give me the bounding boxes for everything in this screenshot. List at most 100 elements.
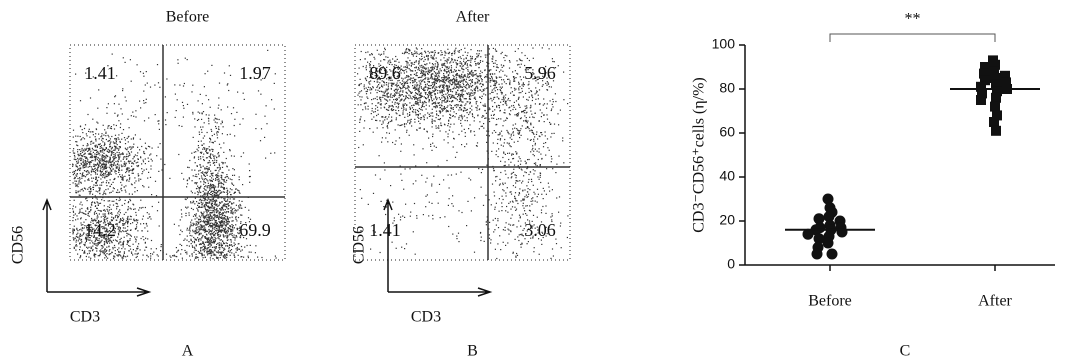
event-dot (207, 193, 208, 194)
event-dot (143, 76, 144, 77)
event-dot (455, 94, 456, 95)
event-dot (464, 146, 465, 147)
event-dot (199, 187, 200, 188)
event-dot (151, 240, 152, 241)
event-dot (178, 154, 179, 155)
event-dot (194, 252, 195, 253)
event-dot (416, 47, 417, 48)
event-dot (426, 68, 427, 69)
event-dot (234, 235, 235, 236)
event-dot (204, 189, 205, 190)
event-dot (381, 103, 382, 104)
event-dot (477, 50, 478, 51)
event-dot (216, 128, 217, 129)
event-dot (89, 173, 90, 174)
event-dot (125, 97, 126, 98)
event-dot (192, 112, 193, 113)
event-dot (371, 99, 372, 100)
event-dot (189, 246, 190, 247)
event-dot (73, 152, 74, 153)
event-dot (191, 225, 192, 226)
event-dot (460, 82, 461, 83)
event-dot (104, 213, 105, 214)
event-dot (378, 84, 379, 85)
event-dot (413, 55, 414, 56)
event-dot (199, 206, 200, 207)
event-dot (239, 124, 240, 125)
event-dot (212, 151, 213, 152)
event-dot (212, 242, 213, 243)
event-dot (114, 113, 115, 114)
event-dot (441, 105, 442, 106)
event-dot (95, 179, 96, 180)
event-dot (239, 193, 240, 194)
event-dot (388, 110, 389, 111)
event-dot (214, 250, 215, 251)
event-dot (415, 111, 416, 112)
event-dot (207, 223, 208, 224)
event-dot (237, 92, 238, 93)
event-dot (458, 134, 459, 135)
event-dot (414, 53, 415, 54)
event-dot (80, 246, 81, 247)
event-dot (198, 159, 199, 160)
event-dot (166, 254, 167, 255)
event-dot (498, 98, 499, 99)
event-dot (401, 94, 402, 95)
event-dot (209, 251, 210, 252)
event-dot (197, 186, 198, 187)
event-dot (222, 241, 223, 242)
event-dot (459, 50, 460, 51)
event-dot (220, 224, 221, 225)
event-dot (383, 91, 384, 92)
event-dot (236, 235, 237, 236)
event-dot (106, 160, 107, 161)
event-dot (98, 134, 99, 135)
event-dot (197, 120, 198, 121)
event-dot (76, 229, 77, 230)
event-dot (211, 173, 212, 174)
event-dot (87, 209, 88, 210)
event-dot (73, 130, 74, 131)
event-dot (96, 145, 97, 146)
event-dot (435, 103, 436, 104)
event-dot (407, 97, 408, 98)
event-dot (77, 149, 78, 150)
event-dot (494, 102, 495, 103)
event-dot (485, 54, 486, 55)
event-dot (410, 82, 411, 83)
event-dot (195, 176, 196, 177)
event-dot (250, 176, 251, 177)
event-dot (437, 90, 438, 91)
event-dot (207, 152, 208, 153)
event-dot (120, 212, 121, 213)
event-dot (84, 138, 85, 139)
event-dot (503, 101, 504, 102)
event-dot (198, 100, 199, 101)
event-dot (74, 177, 75, 178)
event-dot (529, 92, 530, 93)
event-dot (230, 134, 231, 135)
event-dot (406, 108, 407, 109)
event-dot (364, 88, 365, 89)
event-dot (406, 105, 407, 106)
event-dot (430, 67, 431, 68)
event-dot (95, 159, 96, 160)
event-dot (118, 104, 119, 105)
event-dot (158, 171, 159, 172)
event-dot (377, 103, 378, 104)
event-dot (118, 233, 119, 234)
event-dot (191, 191, 192, 192)
event-dot (102, 169, 103, 170)
event-dot (467, 69, 468, 70)
event-dot (460, 86, 461, 87)
event-dot (116, 203, 117, 204)
event-dot (361, 96, 362, 97)
event-dot (79, 249, 80, 250)
event-dot (78, 240, 79, 241)
event-dot (217, 237, 218, 238)
event-dot (225, 256, 226, 257)
event-dot (207, 219, 208, 220)
event-dot (195, 218, 196, 219)
event-dot (147, 218, 148, 219)
